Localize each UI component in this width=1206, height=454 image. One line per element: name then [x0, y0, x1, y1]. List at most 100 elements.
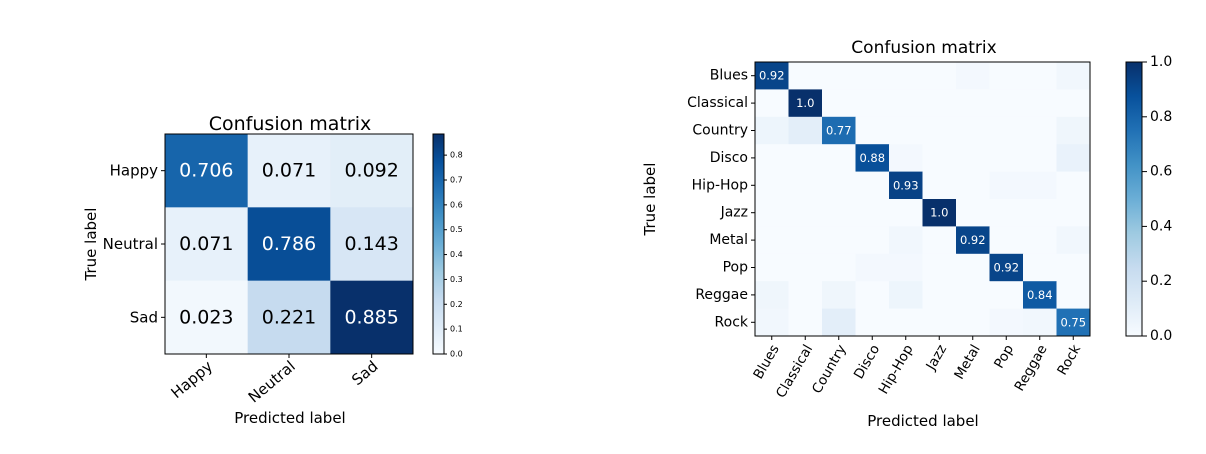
- heatmap-cell: [1057, 281, 1091, 309]
- cell-value-label: 0.92: [993, 261, 1019, 275]
- heatmap-cell: [923, 172, 957, 200]
- heatmap-cell: [856, 226, 890, 254]
- cell-value-label: 0.786: [262, 233, 316, 255]
- x-tick-label: Rock: [1054, 342, 1084, 378]
- row-tick-labels: Happy Neutral Sad: [103, 162, 165, 327]
- heatmap-cell: [1057, 62, 1091, 90]
- y-tick-label: Hip-Hop: [692, 177, 748, 193]
- heatmap-cell: [1023, 309, 1057, 337]
- heatmap-cell: [822, 172, 856, 200]
- heatmap-cell: [755, 309, 789, 337]
- heatmap-cell: [889, 226, 923, 254]
- heatmap-cell: [923, 281, 957, 309]
- heatmap-cell: [923, 309, 957, 337]
- column-tick-labels: Happy Neutral Sad: [167, 354, 381, 406]
- heatmap-cell: [956, 281, 990, 309]
- y-tick-label: Jazz: [720, 205, 748, 221]
- heatmap-cell: [822, 254, 856, 282]
- heatmap-cell: [956, 199, 990, 227]
- cell-value-label: 1.0: [930, 206, 948, 220]
- y-tick-label: Rock: [715, 314, 749, 330]
- x-tick-label: Blues: [750, 342, 782, 382]
- heatmap-cell: [1057, 254, 1091, 282]
- x-axis-label: Predicted label: [234, 409, 345, 427]
- heatmap-cell: [1023, 89, 1057, 117]
- heatmap-cell: [1023, 226, 1057, 254]
- cell-value-label: 0.92: [960, 233, 986, 247]
- heatmap-cell: [856, 172, 890, 200]
- cell-value-label: 0.071: [179, 233, 233, 255]
- x-axis-label: Predicted label: [867, 412, 978, 430]
- y-tick-label: Pop: [723, 260, 749, 276]
- heatmap-cell: [1023, 254, 1057, 282]
- heatmap-cell: [789, 281, 823, 309]
- colorbar-tick-label: 0.2: [1150, 273, 1172, 289]
- heatmap-cell: [755, 172, 789, 200]
- cell-value-label: 0.071: [262, 160, 316, 182]
- cell-value-label: 0.84: [1027, 288, 1053, 302]
- heatmap-cell: [990, 89, 1024, 117]
- cell-value-label: 0.92: [759, 69, 785, 83]
- colorbar-tick-label: 0.6: [1150, 164, 1172, 180]
- heatmap-cell: [990, 62, 1024, 90]
- colorbar-tick-label: 0.3: [450, 275, 463, 284]
- heatmap-cell: [789, 226, 823, 254]
- heatmap-cell: [1057, 226, 1091, 254]
- cell-value-label: 0.143: [344, 233, 398, 255]
- y-tick-label: Blues: [710, 68, 748, 84]
- colorbar-tick-label: 0.1: [450, 325, 463, 334]
- heatmap-cell: [1057, 89, 1091, 117]
- heatmap-cell: [923, 117, 957, 145]
- y-tick-label: Country: [692, 123, 748, 139]
- cell-value-label: 0.88: [859, 151, 885, 165]
- x-tick-label: Sad: [348, 357, 381, 389]
- colorbar-tick-label: 0.0: [1150, 328, 1172, 344]
- heatmap-cell: [822, 281, 856, 309]
- heatmap-cell: [1023, 199, 1057, 227]
- x-tick-label: Disco: [851, 342, 883, 382]
- heatmap-cell: [889, 199, 923, 227]
- heatmap-cell: [856, 117, 890, 145]
- y-tick-label: Classical: [687, 95, 748, 111]
- heatmap-cell: [789, 254, 823, 282]
- colorbar-tick-label: 0.5: [450, 225, 463, 234]
- heatmap-cell: [1057, 144, 1091, 172]
- cell-value-label: 0.93: [893, 178, 919, 192]
- heatmap-cell: [956, 62, 990, 90]
- heatmap-cell: [755, 199, 789, 227]
- heatmap-cell: [789, 144, 823, 172]
- heatmap-cell: [990, 117, 1024, 145]
- heatmap-cell: [990, 144, 1024, 172]
- heatmap-cell: [856, 309, 890, 337]
- colorbar-tick-label: 0.6: [450, 200, 463, 209]
- heatmap-cell: [1023, 172, 1057, 200]
- heatmap-cell: [956, 254, 990, 282]
- heatmap-cell: [822, 199, 856, 227]
- colorbar-tick-label: 0.8: [450, 151, 463, 160]
- heatmap-cell: [923, 89, 957, 117]
- x-tick-label: Neutral: [245, 357, 299, 406]
- colorbar-tick-label: 0.0: [450, 350, 463, 359]
- heatmap-cell: [956, 172, 990, 200]
- colorbar-tick-label: 0.2: [450, 300, 463, 309]
- cell-value-label: 0.885: [344, 306, 398, 328]
- colorbar: 0.0 0.2 0.4 0.6 0.8 1.0: [1126, 54, 1172, 344]
- heatmap-cell: [956, 144, 990, 172]
- heatmap-cell: [923, 144, 957, 172]
- chart-title: Confusion matrix: [851, 38, 996, 58]
- heatmap-cells: 0.706 0.071 0.0920.071 0.786 0.1430.023 0.221…: [165, 134, 413, 354]
- heatmap-cell: [822, 144, 856, 172]
- heatmap-cell: [822, 226, 856, 254]
- heatmap-cell: [1023, 117, 1057, 145]
- colorbar-tick-label: 0.8: [1150, 109, 1172, 125]
- heatmap-cell: [889, 309, 923, 337]
- heatmap-cell: [956, 89, 990, 117]
- heatmap-cell: [889, 117, 923, 145]
- colorbar-tick-label: 0.4: [1150, 218, 1172, 234]
- heatmap-cell: [956, 117, 990, 145]
- heatmap-cell: [889, 62, 923, 90]
- cell-value-label: 0.023: [179, 306, 233, 328]
- heatmap-cell: [789, 172, 823, 200]
- heatmap-cell: [856, 254, 890, 282]
- heatmap-cell: [1023, 144, 1057, 172]
